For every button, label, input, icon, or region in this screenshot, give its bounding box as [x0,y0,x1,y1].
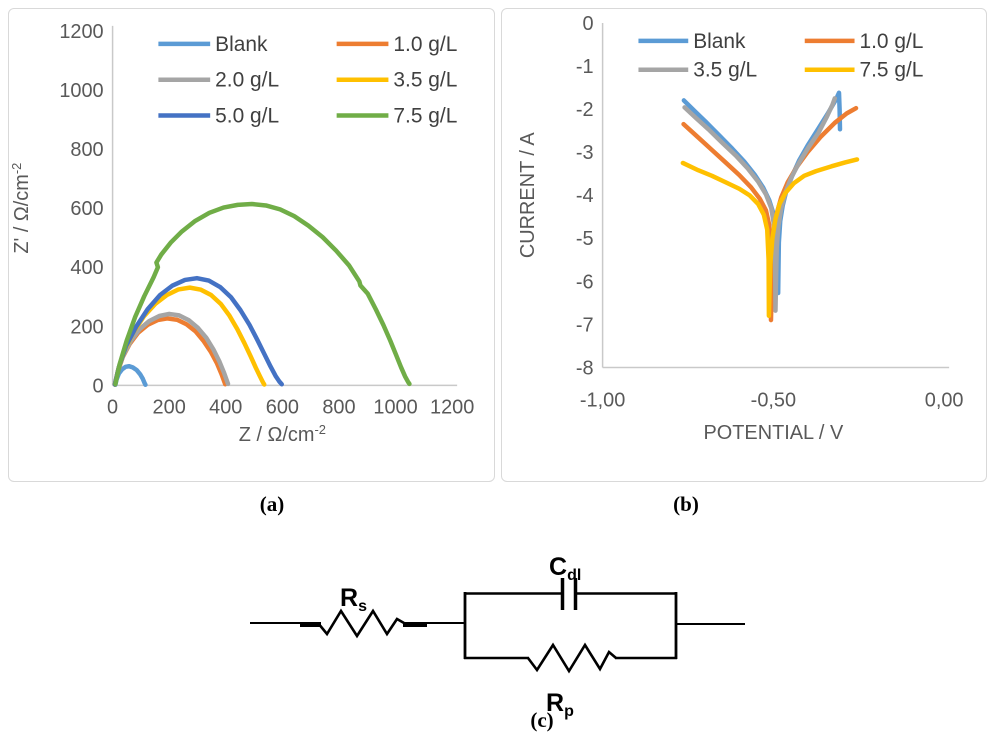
y-tick-label: -5 [576,228,594,250]
x-tick-label: 400 [209,396,242,418]
legend-label: 1.0 g/L [393,33,457,56]
legend-label: Blank [215,33,268,56]
y-tick-label: 1000 [59,80,103,102]
legend-label: 5.0 g/L [215,105,279,128]
y-tick-label: 0 [583,13,594,35]
x-axis-title: Z / Ω/cm-2 [239,422,326,446]
x-tick-label: 800 [322,396,355,418]
y-tick-label: -4 [576,185,594,207]
series-line-blank [681,90,843,296]
y-tick-label: 1200 [59,21,103,43]
x-tick-label: 1200 [430,396,474,418]
y-tick-label: 800 [70,139,103,161]
legend-label: Blank [693,30,746,53]
x-tick-label: -1,00 [580,389,625,411]
legend-label: 7.5 g/L [860,59,924,82]
polarization-chart-panel: -1,00 -0,50 0,00 0 -1 -2 -3 -4 -5 -6 -7 -8 POTENTIAL… [501,8,987,482]
resistor-zigzag [526,642,617,674]
circuit-wires [250,578,745,674]
legend-label: 7.5 g/L [393,105,457,128]
x-tick-label: 1000 [373,396,417,418]
y-tick-label: 0 [93,375,104,397]
x-tick-label: 0 [107,396,118,418]
y-tick-label: 600 [70,198,103,220]
y-tick-label: -6 [576,271,594,293]
caption-a: (a) [259,492,285,516]
legend-label: 2.0 g/L [215,69,279,92]
legend-label: 3.5 g/L [693,59,757,82]
legend-label: 3.5 g/L [393,69,457,92]
series-line-5-0-g-l [112,275,285,387]
caption-c: (c) [530,708,554,732]
label-Cdl: Cdl [549,553,581,584]
nyquist-chart: 0 200 400 600 800 1000 1200 0 200 400 600 800 1000 12… [9,21,474,446]
x-tick-label: 0,00 [925,389,964,411]
x-tick-label: 600 [266,396,299,418]
polarization-plot-area: -1,00 -0,50 0,00 0 -1 -2 -3 -4 -5 -6 -7 -8 POTENTIAL… [517,13,964,444]
y-axis-title: CURRENT / A [517,132,539,258]
series-line-7-5-g-l [680,157,860,319]
y-tick-label: -8 [576,357,594,379]
nyquist-chart-panel: 0 200 400 600 800 1000 1200 0 200 400 600 800 1000 12… [8,8,495,482]
x-tick-label: 200 [153,396,186,418]
polarization-legend: Blank 1.0 g/L 3.5 g/L 7.5 g/L [638,30,923,82]
resistor-zigzag [316,608,405,639]
series-line-3-5-g-l [682,96,838,313]
x-axis-title: POTENTIAL / V [704,422,844,444]
caption-b: (b) [673,492,699,516]
y-axis-title: Z' / Ω/cm-2 [9,163,33,254]
y-tick-label: -7 [576,314,594,336]
x-tick-label: -0,50 [751,389,796,411]
series-line-7-5-g-l [113,201,412,387]
y-tick-label: 400 [70,257,103,279]
polarization-chart: -1,00 -0,50 0,00 0 -1 -2 -3 -4 -5 -6 -7 -8 POTENTIAL… [517,13,964,444]
y-tick-label: -3 [576,142,594,164]
y-tick-label: -2 [576,99,594,121]
nyquist-legend: Blank 1.0 g/L 2.0 g/L 3.5 g/L 5.0 g/L 7.5 g/L [158,33,457,128]
y-tick-label: -1 [576,56,594,78]
y-tick-label: 200 [70,316,103,338]
label-Rs: Rs [340,584,367,615]
legend-label: 1.0 g/L [860,30,924,53]
nyquist-plot-area: 0 200 400 600 800 1000 1200 0 200 400 600 800 1000 12… [9,21,474,446]
